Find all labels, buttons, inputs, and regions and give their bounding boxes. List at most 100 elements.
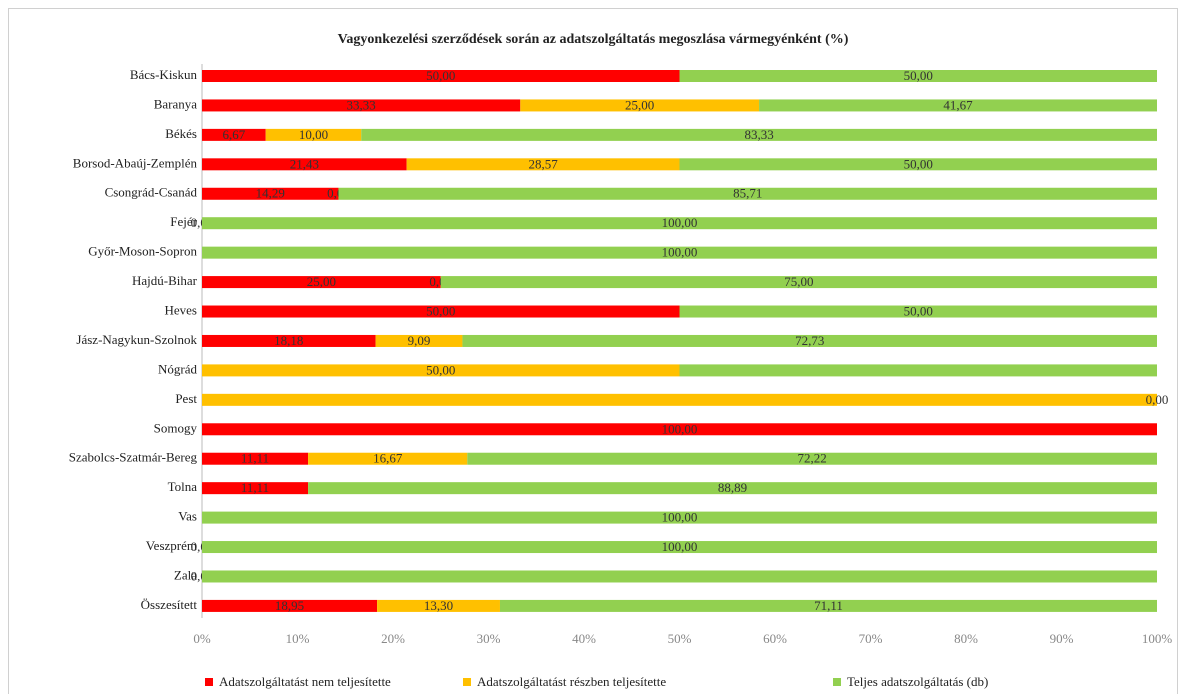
chart-title: Vagyonkezelési szerződések során az adat… — [338, 32, 849, 47]
value-label: 75,00 — [784, 274, 813, 289]
bar-segment — [202, 187, 339, 200]
y-tick-label: Somogy — [154, 420, 198, 435]
value-label: 21,43 — [290, 156, 319, 171]
legend-swatch — [833, 678, 841, 686]
bar-segment — [440, 276, 1157, 289]
value-label: 72,73 — [795, 333, 824, 348]
value-label: 11,11 — [241, 480, 269, 495]
bar-segment — [679, 364, 1157, 377]
y-tick-label: Nógrád — [158, 361, 197, 376]
bar-segment — [377, 599, 500, 612]
value-label: 25,00 — [625, 97, 654, 112]
bar-segment — [202, 541, 1157, 554]
bar-segment — [202, 452, 309, 465]
bar-segment — [308, 452, 468, 465]
bar-segment — [406, 158, 680, 171]
value-label: 11,11 — [241, 451, 269, 466]
bar-segment — [202, 99, 521, 112]
bar-segment — [338, 187, 1158, 200]
value-label: 100,00 — [662, 539, 698, 554]
bar-segment — [202, 217, 1157, 230]
bar-segment — [467, 452, 1157, 465]
value-label: 0,00 — [1146, 392, 1169, 407]
bar-segment — [679, 158, 1157, 171]
x-tick-label: 10% — [286, 631, 310, 646]
bar-segment — [202, 482, 309, 495]
bar-segment — [202, 570, 1157, 583]
x-tick-label: 60% — [763, 631, 787, 646]
bar-segment — [202, 305, 680, 318]
legend-swatch — [205, 678, 213, 686]
bar-segment — [265, 128, 362, 141]
y-tick-label: Baranya — [154, 96, 198, 111]
bar-segment — [202, 511, 1157, 524]
bar-segment — [361, 128, 1157, 141]
legend-label: Adatszolgáltatást részben teljesítette — [477, 674, 666, 689]
value-label: 85,71 — [733, 186, 762, 201]
bar-segment — [462, 334, 1158, 347]
value-label: 6,67 — [222, 127, 245, 142]
y-tick-label: Csongrád-Csanád — [105, 185, 198, 200]
y-tick-label: Hajdú-Bihar — [132, 273, 198, 288]
legend-label: Adatszolgáltatást nem teljesítette — [219, 674, 391, 689]
value-label: 9,09 — [408, 333, 431, 348]
x-tick-label: 0% — [193, 631, 211, 646]
y-tick-label: Bács-Kiskun — [130, 67, 198, 82]
bar-segment — [679, 70, 1157, 82]
value-label: 41,67 — [943, 97, 973, 112]
bar-segment — [375, 334, 463, 347]
y-tick-label: Fejér — [170, 214, 197, 229]
bar-segment — [499, 599, 1157, 612]
y-tick-label: Szabolcs-Szatmár-Bereg — [69, 450, 198, 465]
value-label: 13,30 — [424, 598, 453, 613]
x-tick-label: 20% — [381, 631, 405, 646]
y-tick-label: Heves — [165, 303, 198, 318]
y-tick-label: Győr-Moson-Sopron — [88, 244, 197, 259]
value-label: 18,18 — [274, 333, 303, 348]
x-tick-label: 30% — [477, 631, 501, 646]
value-label: 10,00 — [299, 127, 328, 142]
y-tick-label: Békés — [165, 126, 197, 141]
bar-segment — [759, 99, 1157, 112]
value-label: 100,00 — [662, 510, 698, 525]
value-label: 18,95 — [275, 598, 304, 613]
bar-segment — [202, 128, 266, 141]
bar-segment — [679, 305, 1157, 318]
y-tick-label: Vas — [178, 509, 197, 524]
legend-label: Teljes adatszolgáltatás (db) — [847, 674, 988, 689]
value-label: 33,33 — [347, 97, 376, 112]
x-tick-label: 100% — [1142, 631, 1173, 646]
x-tick-label: 50% — [668, 631, 692, 646]
value-label: 50,00 — [426, 304, 455, 319]
y-tick-label: Borsod-Abaúj-Zemplén — [73, 155, 198, 170]
value-label: 16,67 — [373, 451, 403, 466]
bar-segment — [202, 393, 1157, 406]
x-tick-label: 80% — [954, 631, 978, 646]
value-label: 100,00 — [662, 215, 698, 230]
value-label: 50,00 — [904, 304, 933, 319]
x-tick-label: 70% — [859, 631, 883, 646]
value-label: 71,11 — [814, 598, 843, 613]
value-label: 88,89 — [718, 480, 747, 495]
value-label: 50,00 — [426, 362, 455, 377]
bar-segment — [202, 364, 680, 377]
bar-segment — [202, 246, 1157, 259]
value-label: 50,00 — [426, 68, 455, 83]
y-tick-label: Összesített — [141, 597, 198, 612]
bar-segment — [202, 334, 376, 347]
legend-swatch — [463, 678, 471, 686]
value-label: 83,33 — [744, 127, 773, 142]
bar-segment — [520, 99, 760, 112]
value-label: 100,00 — [662, 245, 698, 260]
y-tick-label: Tolna — [168, 479, 198, 494]
bar-segment — [202, 599, 378, 612]
value-label: 25,00 — [307, 274, 336, 289]
value-label: 50,00 — [904, 68, 933, 83]
bar-segment — [202, 276, 441, 289]
bar-segment — [202, 158, 407, 171]
value-label: 100,00 — [662, 421, 698, 436]
y-tick-label: Jász-Nagykun-Szolnok — [76, 332, 197, 347]
bar-segment — [202, 423, 1157, 436]
y-tick-label: Zala — [174, 567, 197, 582]
